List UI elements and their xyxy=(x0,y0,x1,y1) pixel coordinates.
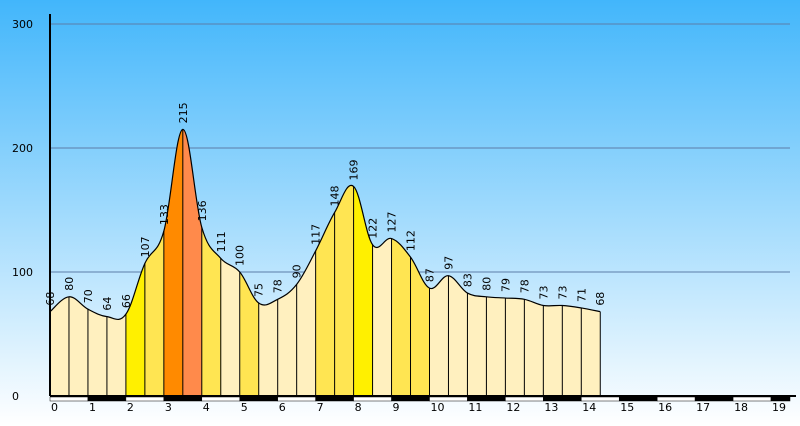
value-labels: 68 80 70 64 66 107 133 215 136 111 100 75 78 90 117 148… xyxy=(44,102,607,310)
value-label-18: 127 xyxy=(386,212,399,233)
segment-11 xyxy=(258,299,278,396)
x-tick-label-4: 4 xyxy=(203,401,210,414)
x-tick-label-2: 2 xyxy=(127,401,134,414)
segment-6 xyxy=(163,129,183,396)
value-label-7: 215 xyxy=(177,102,190,123)
x-tick-label-11: 11 xyxy=(468,401,482,414)
x-tick-label-17: 17 xyxy=(696,401,710,414)
x-tick-label-7: 7 xyxy=(317,401,324,414)
segment-15 xyxy=(334,185,354,396)
segment-3 xyxy=(106,314,126,396)
x-tick-label-16: 16 xyxy=(658,401,672,414)
value-label-2: 70 xyxy=(82,289,95,303)
value-label-26: 73 xyxy=(537,285,550,299)
value-label-4: 66 xyxy=(120,294,133,308)
segment-27 xyxy=(562,305,582,396)
profile-outline xyxy=(49,128,601,396)
y-tick-label-0: 0 xyxy=(12,390,19,403)
y-tick-label-300: 300 xyxy=(12,18,33,31)
segment-10 xyxy=(239,272,259,396)
segment-13 xyxy=(296,250,316,396)
value-label-1: 80 xyxy=(63,277,76,291)
value-label-24: 79 xyxy=(499,278,512,292)
segment-12 xyxy=(277,284,297,396)
segment-24 xyxy=(505,298,525,396)
value-label-21: 97 xyxy=(442,256,455,270)
x-tick-label-18: 18 xyxy=(734,401,748,414)
value-label-6: 133 xyxy=(158,204,171,225)
segment-14 xyxy=(315,212,335,396)
x-tick-label-8: 8 xyxy=(355,401,362,414)
segment-17 xyxy=(372,238,392,396)
segment-22 xyxy=(467,293,487,396)
x-tick-label-15: 15 xyxy=(620,401,634,414)
segment-25 xyxy=(524,299,544,396)
segment-28 xyxy=(581,307,601,396)
x-tick-label-9: 9 xyxy=(393,401,400,414)
value-label-8: 136 xyxy=(196,200,209,221)
value-label-12: 78 xyxy=(272,279,285,293)
value-label-25: 78 xyxy=(518,279,531,293)
segment-19 xyxy=(410,257,430,396)
segment-8 xyxy=(201,227,221,396)
value-label-13: 90 xyxy=(291,264,304,278)
segment-23 xyxy=(486,296,506,396)
value-label-20: 87 xyxy=(423,268,436,282)
segment-2 xyxy=(87,309,107,396)
x-tick-label-10: 10 xyxy=(430,401,444,414)
segment-18 xyxy=(391,238,411,396)
value-label-29: 68 xyxy=(594,292,607,306)
value-label-5: 107 xyxy=(139,236,152,257)
value-label-3: 64 xyxy=(101,297,114,311)
y-tick-label-200: 200 xyxy=(12,142,33,155)
value-label-28: 71 xyxy=(575,288,588,302)
segment-21 xyxy=(448,275,468,396)
value-label-17: 122 xyxy=(367,218,380,239)
value-label-27: 73 xyxy=(556,285,569,299)
x-tick-label-12: 12 xyxy=(506,401,520,414)
profile-segments xyxy=(50,129,601,396)
segment-7 xyxy=(182,129,202,396)
segment-9 xyxy=(220,258,240,396)
value-label-22: 83 xyxy=(461,273,474,287)
x-tick-label-1: 1 xyxy=(89,401,96,414)
segment-26 xyxy=(543,305,563,396)
x-tick-label-13: 13 xyxy=(544,401,558,414)
segment-0 xyxy=(50,296,69,396)
distance-bar-19 xyxy=(770,396,791,402)
x-tick-label-14: 14 xyxy=(582,401,596,414)
segment-5 xyxy=(144,231,164,396)
value-label-15: 148 xyxy=(329,185,342,206)
y-tick-label-100: 100 xyxy=(12,266,33,279)
x-tick-label-19: 19 xyxy=(772,401,786,414)
segment-4 xyxy=(125,263,145,396)
x-tick-label-0: 0 xyxy=(51,401,58,414)
value-label-19: 112 xyxy=(405,230,418,251)
value-label-10: 100 xyxy=(234,245,247,266)
value-label-14: 117 xyxy=(310,224,323,245)
x-tick-label-3: 3 xyxy=(165,401,172,414)
value-label-23: 80 xyxy=(480,277,493,291)
x-tick-label-5: 5 xyxy=(241,401,248,414)
value-label-11: 75 xyxy=(253,283,266,297)
segment-20 xyxy=(429,275,449,396)
value-label-9: 111 xyxy=(215,231,228,252)
segment-16 xyxy=(353,186,373,396)
x-tick-label-6: 6 xyxy=(279,401,286,414)
value-label-16: 169 xyxy=(348,159,361,180)
segment-1 xyxy=(68,296,88,396)
profile-line xyxy=(49,128,601,320)
